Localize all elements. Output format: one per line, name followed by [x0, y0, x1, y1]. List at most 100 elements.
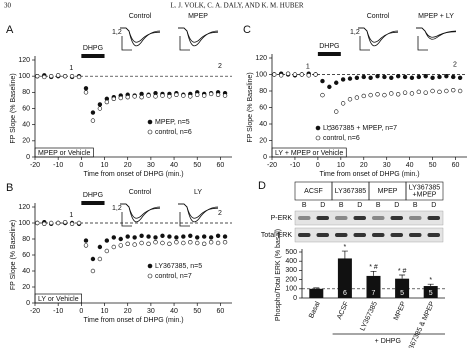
- data-point: [97, 244, 103, 250]
- panel-letter: C: [243, 24, 251, 36]
- x-tick-label: 0: [79, 162, 83, 169]
- scale-bar: [179, 36, 190, 51]
- treatment-label: LY + MPEP or Vehicle: [275, 150, 343, 157]
- data-point: [395, 73, 401, 79]
- drug-bar: [81, 201, 105, 205]
- data-point: [201, 93, 207, 98]
- time-point-label: 1: [69, 212, 73, 219]
- data-point: [35, 220, 40, 226]
- data-point: [90, 268, 96, 274]
- inset-trace: [120, 203, 161, 219]
- data-point: [132, 94, 137, 99]
- data-point: [97, 106, 103, 111]
- data-point: [118, 243, 123, 248]
- legend-marker: [147, 273, 153, 279]
- axes: [34, 56, 232, 158]
- data-point: [76, 220, 82, 226]
- inset-trace: [178, 203, 219, 223]
- data-point: [285, 71, 291, 76]
- y-tick-label: 100: [255, 71, 267, 78]
- data-point: [181, 240, 186, 246]
- data-point: [354, 75, 360, 81]
- legend-marker: [147, 263, 153, 269]
- inset-label: Control: [129, 13, 152, 20]
- x-tick-label: 50: [429, 162, 437, 169]
- scale-bar: [121, 212, 132, 227]
- data-point: [313, 72, 318, 77]
- data-point: [299, 72, 305, 77]
- x-axis-label: Time from onset of DHPG (min.): [319, 171, 419, 178]
- data-point: [49, 73, 54, 79]
- running-header: L. J. VOLK, C. A. DALY, AND K. M. HUBER: [170, 2, 303, 10]
- x-tick-label: 30: [147, 308, 155, 315]
- y-axis-label: FP Slope (% Baseline): [10, 73, 17, 143]
- y-tick-label: 0: [263, 154, 267, 161]
- data-point: [188, 94, 193, 99]
- blot-lane-label: B: [302, 202, 307, 209]
- data-point: [375, 92, 380, 97]
- treatment-box: [34, 147, 94, 158]
- data-point: [382, 74, 387, 80]
- blot-group-label: MPEP: [378, 188, 398, 195]
- x-tick-label: 60: [452, 162, 460, 169]
- blot-band: [390, 233, 403, 237]
- x-tick-label: 50: [193, 308, 201, 315]
- inset-trace: [416, 27, 457, 40]
- data-point: [125, 241, 130, 247]
- data-point: [125, 94, 130, 100]
- x-tick-label: -20: [267, 162, 277, 169]
- blot-lane-label: D: [394, 202, 399, 209]
- x-tick-label: 30: [383, 162, 391, 169]
- blot-band: [335, 233, 348, 237]
- inset-scale-label: 1,2: [112, 205, 122, 212]
- blot-group-label: ACSF: [304, 188, 323, 195]
- time-point-label: 1: [306, 63, 310, 70]
- data-point: [49, 220, 54, 226]
- group-label: + DHPG: [375, 338, 401, 345]
- n-label: 5: [429, 290, 433, 297]
- data-point: [188, 233, 193, 239]
- x-tick-label: LY367385: [359, 301, 379, 333]
- significance-mark: * #: [398, 268, 407, 275]
- axes: [271, 54, 467, 158]
- data-point: [457, 88, 463, 94]
- data-point: [160, 240, 165, 246]
- y-tick-label: 60: [22, 252, 30, 259]
- data-point: [181, 234, 186, 239]
- data-point: [76, 74, 82, 80]
- inset-scale-label: 1,2: [112, 29, 122, 36]
- data-point: [167, 234, 172, 239]
- legend-label: MPEP, n=5: [155, 119, 190, 126]
- data-point: [208, 91, 214, 97]
- y-axis-label: Phospho/Total ERK (% basal): [275, 229, 282, 321]
- panel-letter: A: [6, 24, 14, 36]
- y-tick-label: 100: [285, 286, 297, 293]
- y-tick-label: 80: [22, 236, 30, 243]
- legend-label: control, n=6: [155, 129, 192, 136]
- data-point: [222, 93, 228, 98]
- x-tick-label: 0: [79, 308, 83, 315]
- error-bar: [341, 250, 348, 259]
- legend-marker: [315, 135, 321, 141]
- data-point: [83, 238, 89, 243]
- treatment-label: MPEP or Vehicle: [38, 150, 91, 157]
- data-point: [320, 78, 325, 84]
- inset-trace: [178, 27, 219, 43]
- data-point: [69, 221, 75, 227]
- blot-band: [409, 233, 422, 237]
- time-point-label: 1: [69, 65, 73, 72]
- y-tick-label: 0: [26, 300, 30, 307]
- bar: [309, 288, 324, 298]
- data-point: [125, 234, 130, 239]
- data-point: [153, 94, 158, 99]
- y-tick-label: 20: [259, 137, 267, 144]
- blot-band: [427, 233, 440, 237]
- y-tick-label: 120: [255, 55, 267, 62]
- data-point: [104, 99, 110, 105]
- y-tick-label: 0: [26, 154, 30, 161]
- data-point: [437, 74, 442, 80]
- legend-label: control, n=7: [155, 273, 192, 280]
- drug-label: DHPG: [319, 43, 339, 50]
- data-point: [97, 102, 103, 107]
